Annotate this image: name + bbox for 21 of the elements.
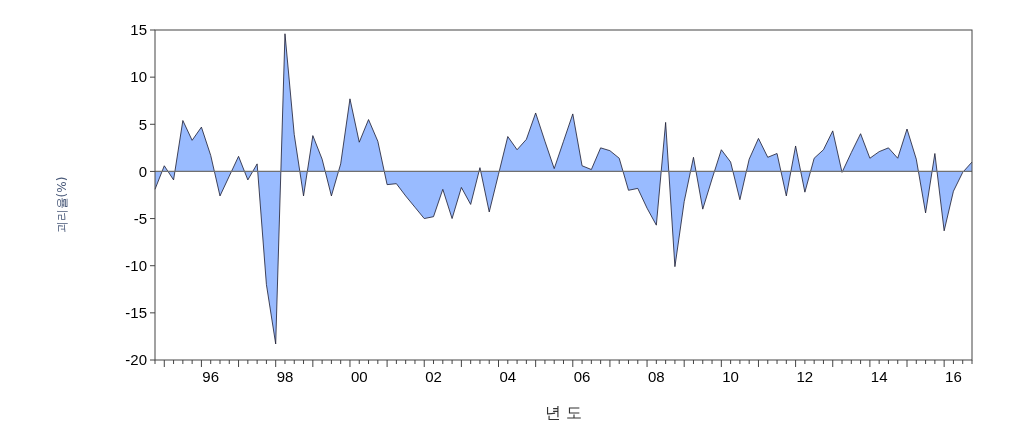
x-tick-label: 14: [870, 368, 888, 385]
x-tick-label: 00: [350, 368, 368, 385]
x-tick-label: 06: [573, 368, 591, 385]
x-tick-label: 16: [945, 368, 962, 385]
x-tick-label: 02: [425, 368, 442, 385]
y-tick-label: -20: [125, 351, 147, 369]
y-tick-label: -15: [125, 304, 147, 322]
x-axis-title: 년 도: [544, 403, 583, 422]
y-axis-title: 괴리율(%): [55, 176, 69, 234]
y-tick-label: 5: [138, 115, 147, 133]
x-tick-label: 98: [276, 368, 294, 385]
y-tick-label: 15: [130, 21, 147, 39]
x-tick-label: 10: [722, 368, 739, 385]
x-tick-label: 08: [648, 368, 665, 385]
y-tick-label: -5: [133, 209, 147, 227]
y-tick-label: 0: [138, 162, 147, 180]
y-tick-label: 10: [130, 68, 147, 86]
x-tick-label: 96: [202, 368, 220, 385]
y-tick-label: -10: [125, 256, 147, 274]
x-tick-label: 12: [796, 368, 814, 385]
x-tick-label: 04: [499, 368, 517, 385]
